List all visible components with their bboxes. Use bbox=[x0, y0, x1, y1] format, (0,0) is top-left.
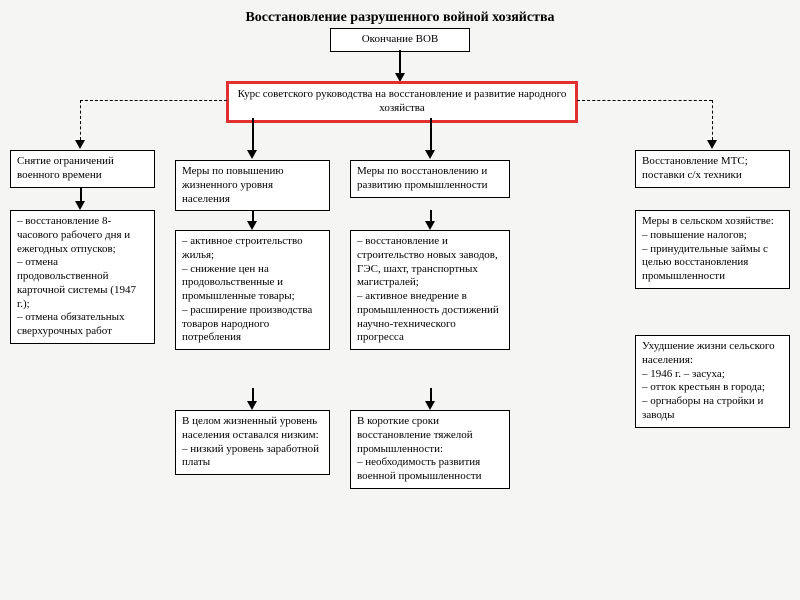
connector bbox=[252, 118, 254, 151]
node-col3-footer: В короткие сроки восстановление тяжелой … bbox=[350, 410, 510, 489]
node-col1-header: Снятие ограничений военного времени bbox=[10, 150, 155, 188]
connector-dash bbox=[80, 100, 81, 140]
node-col3-header: Меры по восстановлению и развитию промыш… bbox=[350, 160, 510, 198]
arrowhead bbox=[707, 140, 717, 149]
connector bbox=[80, 188, 82, 202]
connector-dash bbox=[577, 100, 712, 101]
arrowhead bbox=[425, 150, 435, 159]
arrowhead bbox=[395, 73, 405, 82]
node-col1-body: – восстановление 8-часового рабочего дня… bbox=[10, 210, 155, 344]
node-col2-footer: В целом жизненный уровень населения оста… bbox=[175, 410, 330, 475]
arrowhead bbox=[75, 201, 85, 210]
connector-dash bbox=[712, 100, 713, 140]
connector bbox=[399, 50, 401, 74]
arrowhead bbox=[247, 221, 257, 230]
node-course: Курс советского руководства на восстанов… bbox=[227, 82, 577, 122]
connector bbox=[430, 118, 432, 151]
connector-dash bbox=[80, 100, 227, 101]
node-col3-body: – восстановление и строительство новых з… bbox=[350, 230, 510, 350]
node-col2-header: Меры по повышению жизненного уровня насе… bbox=[175, 160, 330, 211]
arrowhead bbox=[247, 401, 257, 410]
node-col2-body: – активное строительство жилья; – снижен… bbox=[175, 230, 330, 350]
arrowhead bbox=[425, 401, 435, 410]
arrowhead bbox=[247, 150, 257, 159]
node-col4-footer: Ухудшение жизни сельского населения: – 1… bbox=[635, 335, 790, 428]
connector bbox=[430, 388, 432, 402]
node-end-of-war: Окончание ВОВ bbox=[330, 28, 470, 52]
arrowhead bbox=[75, 140, 85, 149]
arrowhead bbox=[425, 221, 435, 230]
connector bbox=[252, 388, 254, 402]
node-col4-body: Меры в сельском хозяйстве: – повышение н… bbox=[635, 210, 790, 289]
diagram-title: Восстановление разрушенного войной хозяй… bbox=[10, 10, 790, 26]
node-col4-header: Восстановление МТС; поставки с/х техники bbox=[635, 150, 790, 188]
